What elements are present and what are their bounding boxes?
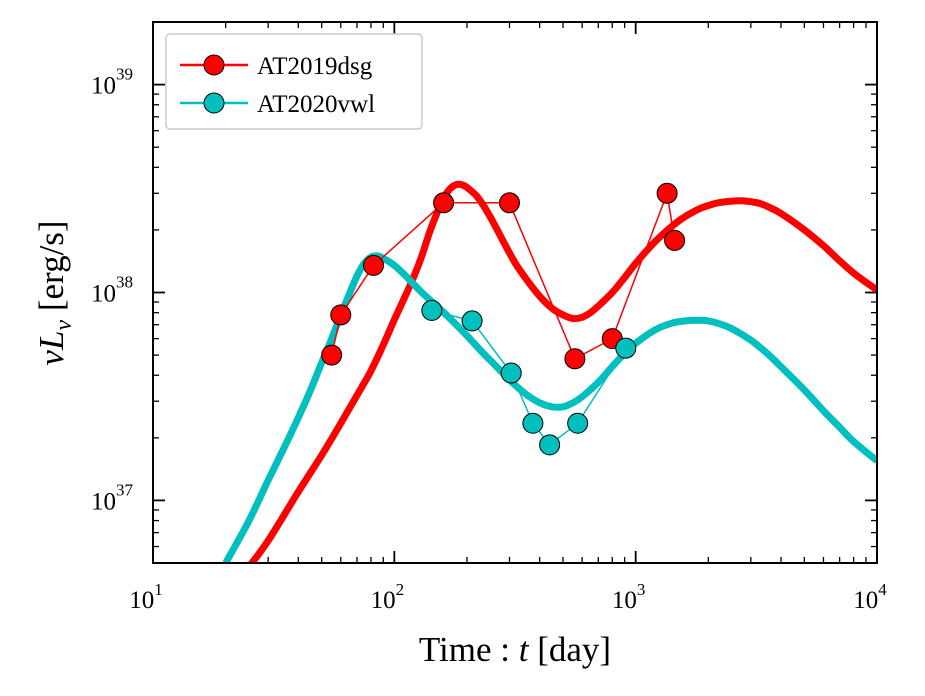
x-axis-label: Time : t [day] [419, 630, 611, 669]
legend-marker-at2020vwl [203, 92, 225, 114]
legend-marker-at2019dsg [203, 54, 225, 76]
series-at2020vwl [421, 299, 637, 456]
data-point-at2019dsg [498, 192, 520, 214]
observed-series [321, 182, 686, 456]
data-point-at2019dsg [363, 254, 385, 276]
model-curve-at2019dsg-model [247, 180, 877, 563]
y-tick-label: 1037 [91, 480, 134, 515]
data-point-at2019dsg [433, 192, 455, 214]
y-tick-label: 1038 [91, 273, 133, 308]
data-point-at2019dsg [564, 348, 586, 370]
data-point-at2020vwl [615, 337, 637, 359]
x-tick-label: 102 [371, 580, 405, 614]
series-at2019dsg [321, 182, 686, 370]
data-point-at2020vwl [567, 412, 589, 434]
data-point-at2020vwl [421, 299, 443, 321]
legend-label-at2019dsg: AT2019dsg [257, 53, 373, 80]
data-point-at2020vwl [500, 362, 522, 384]
data-point-at2019dsg [321, 344, 343, 366]
data-point-at2019dsg [330, 304, 352, 326]
x-tick-label: 104 [853, 580, 887, 614]
data-point-at2020vwl [461, 310, 483, 332]
legend-box [165, 33, 423, 130]
x-tick-label: 101 [129, 580, 163, 614]
legend-label-at2020vwl: AT2020vwl [257, 91, 375, 118]
data-point-at2019dsg [664, 229, 686, 251]
data-point-at2020vwl [522, 412, 544, 434]
y-axis-label: νLν [erg/s] [32, 220, 77, 365]
x-tick-labels: 101 102 103 104 [129, 580, 887, 614]
x-tick-label: 103 [612, 580, 646, 614]
y-tick-label: 1039 [91, 65, 133, 100]
plot-frame [152, 21, 878, 564]
legend: AT2019dsg AT2020vwl [165, 33, 423, 130]
data-point-at2020vwl [539, 434, 561, 456]
data-point-at2019dsg [656, 182, 678, 204]
y-tick-labels: 1037 1038 1039 [91, 65, 134, 516]
plot-content [222, 180, 877, 563]
